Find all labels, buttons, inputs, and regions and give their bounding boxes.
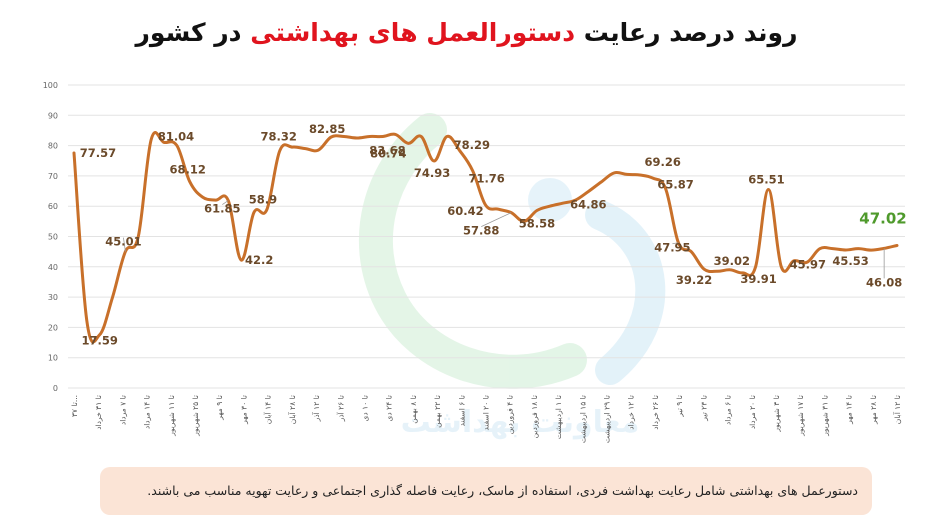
watermark-text: معاونت بهداشت [401, 405, 640, 440]
data-label: 58.9 [249, 193, 277, 207]
data-label: 47.02 [859, 210, 906, 228]
y-tick-label: 90 [48, 111, 58, 120]
x-tick-label: تا ۶ اسفند [457, 395, 466, 427]
watermark-logo-icon: معاونت بهداشت [358, 113, 666, 440]
x-tick-label: تا ۱۱ شهریور [167, 395, 176, 437]
x-tick-label: تا ۹ تیر [675, 395, 684, 418]
title-part1: روند درصد رعایت [583, 18, 798, 47]
chart-title: روند درصد رعایت دستورالعمل های بهداشتی د… [0, 18, 933, 47]
data-label: 78.32 [261, 130, 297, 144]
data-label: 77.57 [80, 146, 116, 160]
data-label: 47.95 [654, 241, 690, 255]
footnote-text: دستورعمل های بهداشتی شامل رعایت بهداشت ف… [147, 483, 858, 498]
x-tick-label: تا ۶ مرداد [724, 395, 733, 425]
y-tick-label: 70 [48, 172, 58, 181]
x-tick-label: تا ۱۵ اردیبهشت [578, 395, 587, 443]
data-label: 45.01 [105, 235, 141, 249]
x-tick-label: تا ۱ اردیبهشت [554, 395, 563, 439]
data-label: 69.26 [644, 155, 680, 169]
data-label: 65.87 [657, 177, 693, 191]
x-tick-label: تا ۱۷ شهریور [796, 395, 805, 437]
y-tick-label: 60 [48, 202, 58, 211]
x-tick-label: تا ۳۰ مهر [239, 395, 248, 425]
data-label: 80.74 [370, 146, 406, 160]
x-tick-label: تا ۲۸ آبان [287, 395, 297, 424]
x-tick-label: تا ۲۶ خرداد [651, 395, 660, 430]
data-label: 39.02 [714, 254, 750, 268]
y-tick-label: 30 [48, 293, 58, 302]
y-tick-label: 50 [48, 233, 58, 242]
x-tick-label: تا ۲۰ مرداد [748, 395, 757, 429]
x-tick-label: تا ۱۸ فروردین [530, 395, 539, 438]
data-label: 39.91 [740, 272, 776, 286]
y-tick-label: 80 [48, 142, 58, 151]
data-label: 17.59 [82, 334, 118, 348]
data-label: 60.42 [447, 204, 483, 218]
y-tick-label: 20 [48, 323, 58, 332]
data-label: 65.51 [748, 173, 784, 187]
label-leader-line [481, 212, 512, 227]
label-leader-line [222, 200, 229, 205]
data-label: 82.85 [309, 122, 345, 136]
y-tick-label: 40 [48, 263, 58, 272]
data-label: 78.29 [454, 138, 490, 152]
x-tick-label: تا ۲۶ آذر [335, 395, 345, 422]
data-label: 74.93 [414, 166, 450, 180]
data-label: 68.12 [170, 163, 206, 177]
title-highlight: دستورالعمل های بهداشتی [250, 18, 576, 47]
x-tick-label: تا ۱۰ دی [360, 395, 369, 421]
x-tick-label: تا ۹ مهر [215, 395, 224, 421]
x-tick-label: تا ۲۵ شهریور [191, 395, 200, 437]
data-label: 61.85 [204, 202, 240, 216]
data-label: 64.86 [570, 197, 606, 211]
data-label: 42.2 [245, 253, 273, 267]
x-tick-label: تا ۱۲ آبان [892, 395, 902, 424]
x-tick-label: تا ۳۷... [70, 395, 79, 417]
y-tick-label: 10 [48, 354, 58, 363]
data-label: 81.04 [158, 129, 194, 143]
label-leader-line [123, 237, 126, 252]
y-tick-label: 100 [43, 81, 58, 90]
x-tick-label: تا ۲۹ اردیبهشت [603, 395, 612, 443]
data-label: 58.58 [519, 217, 555, 231]
data-label: 57.88 [463, 224, 499, 238]
data-label: 83.68 [369, 143, 405, 157]
x-tick-label: تا ۲۳ تیر [699, 395, 708, 422]
data-label: 45.97 [790, 258, 826, 272]
x-tick-label: تا ۸ بهمن [409, 395, 418, 424]
x-tick-label: تا ۱۲ آذر [311, 395, 321, 422]
x-tick-label: تا ۲۲ بهمن [433, 395, 442, 428]
x-tick-label: تا ۷ مرداد [118, 395, 127, 425]
x-tick-label: تا ۴ فروردین [506, 395, 515, 434]
data-label: 71.76 [468, 172, 504, 186]
y-tick-label: 0 [53, 384, 58, 393]
x-tick-label: تا ۲۴ دی [385, 395, 394, 421]
x-tick-label: تا ۲۸ مهر [869, 395, 878, 425]
x-tick-label: تا ۳ شهریور [772, 395, 781, 433]
title-part3: در کشور [135, 18, 242, 47]
line-chart: معاونت بهداشت 0 10 20 30 40 50 60 70 80 90 100 تا … [43, 81, 907, 443]
data-label: 45.53 [832, 254, 868, 268]
x-tick-label: تا ۱۴ مرداد [143, 395, 152, 429]
x-tick-label: تا ۲۰ اسفند [482, 395, 491, 431]
series-line [72, 131, 899, 344]
data-label: 39.22 [676, 273, 712, 287]
x-tick-label: تا ۳۱ خرداد [94, 395, 103, 430]
data-label: 46.08 [866, 275, 902, 289]
x-tick-label: تا ۱۴ آبان [263, 395, 273, 424]
x-tick-label: تا ۱۲ خرداد [627, 395, 636, 430]
x-tick-label: تا ۱۴ مهر [845, 395, 854, 425]
footnote-box: دستورعمل های بهداشتی شامل رعایت بهداشت ف… [100, 467, 872, 515]
label-leader-line [672, 242, 679, 245]
x-tick-label: تا ۳۱ شهریور [820, 395, 829, 437]
